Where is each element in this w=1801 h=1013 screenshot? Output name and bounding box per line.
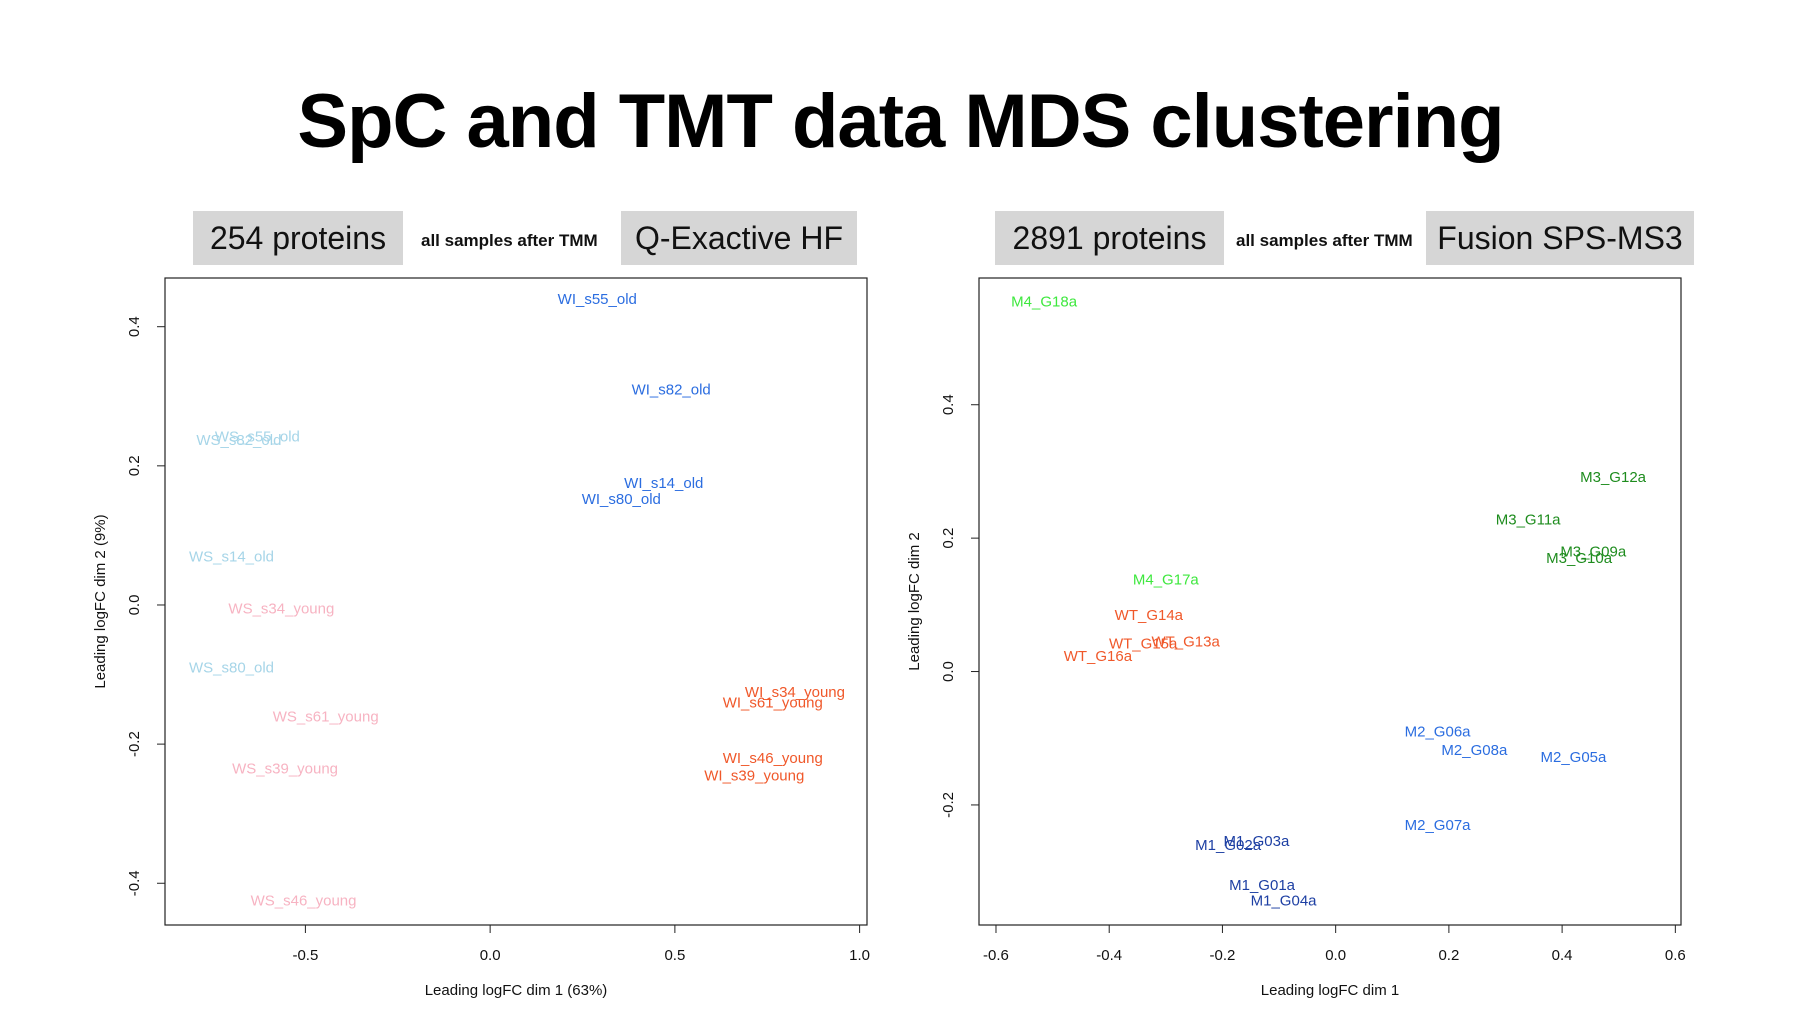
y-tick-label: -0.2 (940, 792, 957, 818)
x-tick-label: -0.6 (983, 947, 1009, 964)
x-tick-label: -0.5 (292, 947, 318, 964)
plot-frame (978, 277, 1682, 926)
y-axis-label: Leading logFC dim 2 (906, 532, 923, 670)
sample-label: M1_G01a (1229, 877, 1296, 894)
y-tick-label: 0.4 (940, 394, 957, 415)
sample-label: WI_s46_young (723, 750, 823, 767)
x-axis-label: Leading logFC dim 1 (1261, 982, 1399, 999)
tmm-note-right: all samples after TMM (1236, 231, 1413, 250)
x-axis-label: Leading logFC dim 1 (63%) (425, 982, 608, 999)
protein-count-badge-left: 254 proteins (193, 211, 403, 265)
sample-label: WI_s80_old (582, 491, 661, 508)
protein-count-badge-right: 2891 proteins (995, 211, 1224, 265)
y-tick-label: -0.2 (126, 731, 143, 757)
sample-label: WI_s61_young (723, 694, 823, 711)
sample-label: WS_s14_old (189, 548, 274, 565)
sample-label: M2_G05a (1540, 749, 1607, 766)
sample-label: WI_s34_young (745, 684, 845, 701)
y-tick-label: 0.2 (126, 455, 143, 476)
y-tick-label: 0.0 (940, 661, 957, 682)
x-tick-label: 0.0 (480, 947, 501, 964)
y-axis-label: Leading logFC dim 2 (9%) (92, 514, 109, 688)
instrument-badge-left: Q-Exactive HF (621, 211, 857, 265)
sample-label: WI_s82_old (632, 381, 711, 398)
sample-label: WS_s80_old (189, 660, 274, 677)
sample-label: M1_G04a (1251, 892, 1318, 909)
tmm-note-left: all samples after TMM (421, 231, 598, 250)
x-tick-label: 0.2 (1438, 947, 1459, 964)
sample-label: M3_G10a (1546, 550, 1613, 567)
sample-label: WI_s55_old (558, 291, 637, 308)
sample-label: M2_G08a (1441, 742, 1508, 759)
x-tick-label: 0.5 (664, 947, 685, 964)
sample-label: WT_G13a (1151, 634, 1220, 651)
slide-title: SpC and TMT data MDS clustering (297, 79, 1504, 164)
sample-label: WT_G14a (1115, 607, 1184, 624)
sample-label: WS_s61_young (273, 708, 379, 725)
y-tick-label: 0.4 (126, 316, 143, 337)
sample-label: M3_G11a (1496, 511, 1561, 528)
sample-label: M3_G12a (1580, 469, 1647, 486)
sample-label: WS_s55_old (215, 429, 300, 446)
sample-label: WS_s82_old (196, 432, 281, 449)
x-tick-label: 0.4 (1552, 947, 1573, 964)
x-tick-label: 0.6 (1665, 947, 1686, 964)
x-tick-label: 0.0 (1325, 947, 1346, 964)
plot-frame (164, 277, 868, 926)
instrument-badge-right: Fusion SPS-MS3 (1426, 211, 1694, 265)
x-tick-label: -0.2 (1210, 947, 1236, 964)
sample-label: M2_G06a (1405, 724, 1472, 741)
x-tick-label: -0.4 (1096, 947, 1122, 964)
sample-label: WS_s39_young (232, 760, 338, 777)
sample-label: M1_G03a (1223, 833, 1290, 850)
sample-label: WS_s46_young (251, 893, 357, 910)
sample-label: M3_G09a (1560, 543, 1627, 560)
y-tick-label: 0.2 (940, 528, 957, 549)
sample-label: WI_s14_old (624, 475, 703, 492)
sample-label: M1_G02a (1195, 837, 1262, 854)
sample-label: M4_G17a (1133, 571, 1200, 588)
sample-label: WT_G15a (1109, 636, 1178, 653)
sample-label: M4_G18a (1011, 293, 1078, 310)
y-tick-label: 0.0 (126, 595, 143, 616)
sample-label: WT_G16a (1064, 648, 1133, 665)
sample-label: WI_s39_young (704, 767, 804, 784)
sample-label: WS_s34_young (228, 600, 334, 617)
x-tick-label: 1.0 (849, 947, 870, 964)
y-tick-label: -0.4 (126, 870, 143, 896)
sample-label: M2_G07a (1405, 817, 1472, 834)
